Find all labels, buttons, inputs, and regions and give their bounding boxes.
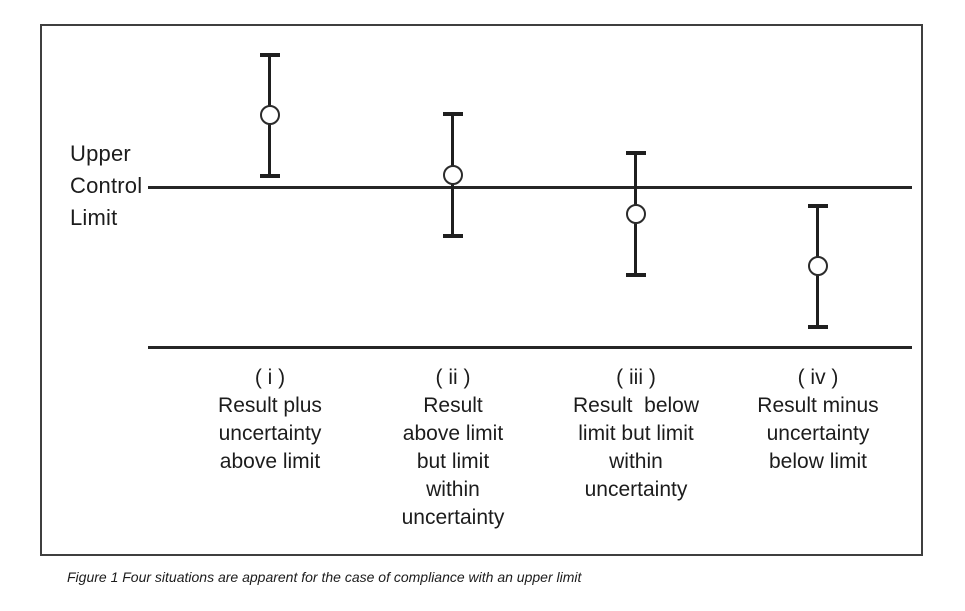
situation-text-line: uncertainty [218, 422, 322, 445]
result-marker-3 [626, 204, 646, 224]
result-marker-1 [260, 105, 280, 125]
situation-text-line: uncertainty [766, 422, 870, 445]
situation-text-line: above limit [402, 422, 504, 445]
upper-control-limit-line [148, 186, 912, 189]
situation-label-ii: ( ii ) Result above limit but limit with… [368, 364, 538, 532]
error-bar-1-top-cap [260, 53, 280, 57]
situation-text-line: uncertainty [584, 478, 688, 501]
ucl-label-line-limit: Limit [70, 205, 118, 230]
situation-numeral: ( ii ) [435, 366, 471, 389]
situation-label-iv: ( iv ) Result minus uncertainty below li… [733, 364, 903, 476]
situation-numeral: ( i ) [254, 366, 286, 389]
category-axis-line [148, 346, 912, 349]
situation-text-line: below limit [768, 450, 868, 473]
situation-text-line: Result minus [757, 394, 879, 417]
error-bar-3-top-cap [626, 151, 646, 155]
error-bar-2-top-cap [443, 112, 463, 116]
situation-text-line: above limit [219, 450, 321, 473]
situation-labels-row: ( i ) Result plus uncertainty above limi… [42, 364, 921, 554]
error-bar-3-bottom-cap [626, 273, 646, 277]
upper-control-limit-label: Upper Control Limit [70, 138, 180, 234]
ucl-label-line-upper: Upper [70, 141, 131, 166]
situation-text-line: uncertainty [401, 506, 505, 529]
error-bar-4-top-cap [808, 204, 828, 208]
figure-caption: Figure 1 Four situations are apparent fo… [67, 569, 582, 585]
situation-label-iii: ( iii ) Result below limit but limit wit… [551, 364, 721, 504]
situation-text-line: limit but limit [578, 422, 694, 445]
situation-text-line: within [426, 478, 480, 501]
result-marker-4 [808, 256, 828, 276]
situation-numeral: ( iv ) [797, 366, 839, 389]
ucl-label-line-control: Control [70, 173, 143, 198]
situation-text-line: Result below [572, 394, 700, 417]
situation-text-line: within [609, 450, 663, 473]
situation-numeral: ( iii ) [616, 366, 656, 389]
situation-label-i: ( i ) Result plus uncertainty above limi… [185, 364, 355, 476]
error-bar-1-bottom-cap [260, 174, 280, 178]
situation-text-line: but limit [416, 450, 490, 473]
error-bar-2-bottom-cap [443, 234, 463, 238]
situation-text-line: Result [423, 394, 483, 417]
situation-text-line: Result plus [218, 394, 322, 417]
figure-box: Upper Control Limit ( i ) Result plus un… [40, 24, 923, 556]
error-bar-4-bottom-cap [808, 325, 828, 329]
result-marker-2 [443, 165, 463, 185]
